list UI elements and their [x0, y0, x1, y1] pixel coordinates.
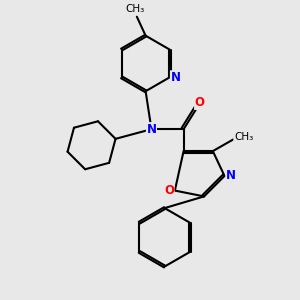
Text: N: N — [170, 71, 181, 84]
Text: N: N — [146, 123, 157, 136]
Text: O: O — [164, 184, 174, 197]
Text: CH₃: CH₃ — [234, 131, 253, 142]
Text: CH₃: CH₃ — [126, 4, 145, 14]
Text: N: N — [226, 169, 236, 182]
Text: O: O — [195, 96, 205, 110]
